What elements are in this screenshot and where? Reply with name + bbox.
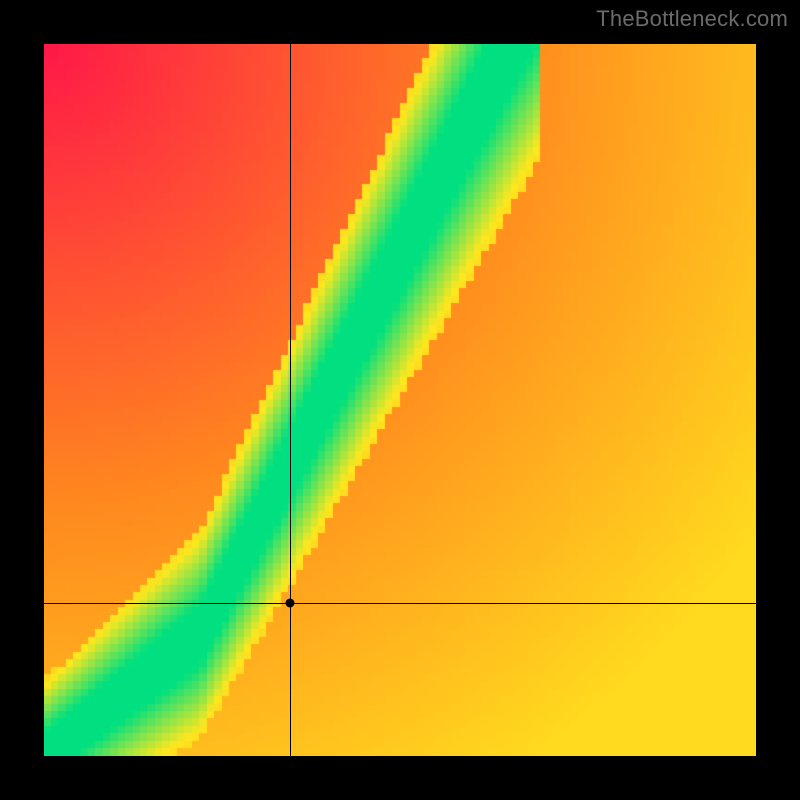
heatmap-canvas xyxy=(44,44,756,756)
watermark-text: TheBottleneck.com xyxy=(596,6,788,32)
heatmap-plot-area xyxy=(44,44,756,756)
crosshair-marker xyxy=(286,598,295,607)
crosshair-vertical xyxy=(290,44,291,756)
crosshair-horizontal xyxy=(44,603,756,604)
chart-container: TheBottleneck.com xyxy=(0,0,800,800)
